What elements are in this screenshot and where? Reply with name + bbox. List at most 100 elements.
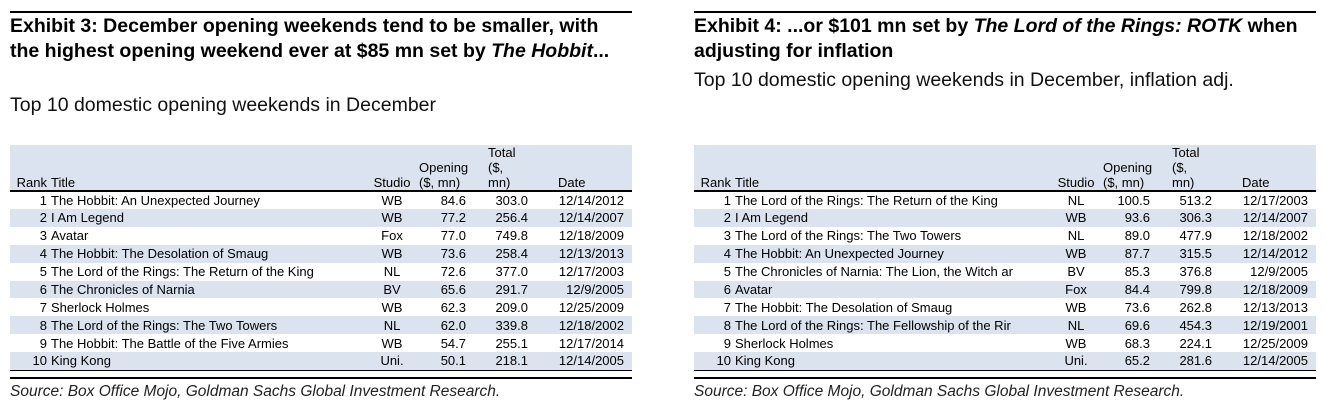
total-cell: 376.8 bbox=[1179, 264, 1212, 280]
rank-cell: 4 bbox=[694, 244, 734, 263]
total-cell: 255.1 bbox=[495, 335, 528, 351]
date-cell: 12/14/2005 bbox=[544, 352, 632, 371]
date-cell: 12/17/2014 bbox=[558, 335, 624, 351]
date-cell: 12/14/2005 bbox=[1228, 352, 1316, 371]
col-header-title: Title bbox=[50, 145, 368, 192]
opening-cell: 68.3 bbox=[1124, 335, 1150, 351]
top-rule bbox=[10, 11, 632, 13]
table-row: 9 Sherlock Holmes WB 68.3 224.1 12/25/2009 bbox=[694, 334, 1316, 352]
date-cell: 12/13/2013 bbox=[544, 244, 632, 263]
table-row: 7 Sherlock Holmes WB 62.3 209.0 12/25/2009 bbox=[10, 298, 632, 316]
title-cell: The Hobbit: The Desolation of Smaug bbox=[50, 244, 368, 263]
rank-cell: 9 bbox=[723, 335, 731, 351]
date-cell: 12/18/2009 bbox=[558, 228, 624, 244]
opening-cell: 77.0 bbox=[440, 228, 466, 244]
table-body: 1 The Lord of the Rings: The Return of th… bbox=[694, 191, 1316, 371]
header-row: Rank Title Studio Opening ($, mn) Total … bbox=[694, 145, 1316, 192]
table-row: 8 The Lord of the Rings: The Fellowship o… bbox=[694, 316, 1316, 335]
date-cell: 12/17/2003 bbox=[558, 264, 624, 280]
total-cell: 454.3 bbox=[1164, 316, 1228, 335]
studio-cell: Fox bbox=[381, 228, 403, 244]
table-body: 1 The Hobbit: An Unexpected Journey WB 84.6… bbox=[10, 191, 632, 371]
opening-cell: 77.2 bbox=[416, 209, 480, 227]
title-cell: Sherlock Holmes bbox=[735, 335, 834, 351]
table-row: 5 The Chronicles of Narnia: The Lion, the… bbox=[694, 263, 1316, 281]
data-table: Rank Title Studio Opening ($, mn) Total … bbox=[694, 145, 1316, 371]
studio-cell: WB bbox=[368, 209, 416, 227]
date-cell: 12/14/2012 bbox=[558, 193, 624, 208]
studio-cell: Fox bbox=[1052, 280, 1100, 299]
exhibit-subtitle: Top 10 domestic opening weekends in Dece… bbox=[10, 94, 437, 116]
table-row: 7 The Hobbit: The Desolation of Smaug WB 73… bbox=[694, 298, 1316, 316]
table-row: 6 The Chronicles of Narnia BV 65.6 291.7 12/9… bbox=[10, 280, 632, 299]
title-cell: The Lord of the Rings: The Return of the… bbox=[735, 193, 998, 208]
opening-cell: 54.7 bbox=[440, 335, 466, 351]
opening-cell: 87.7 bbox=[1100, 244, 1164, 263]
opening-cell: 62.0 bbox=[416, 316, 480, 335]
col-header-rank: Rank bbox=[694, 145, 734, 192]
title-cell: The Hobbit: An Unexpected Journey bbox=[734, 244, 1052, 263]
title-cell: The Hobbit: The Battle of the Five Armie… bbox=[51, 335, 289, 351]
opening-cell: 73.6 bbox=[1124, 299, 1150, 315]
table-row: 4 The Hobbit: An Unexpected Journey WB 87.7… bbox=[694, 244, 1316, 263]
date-cell: 12/14/2012 bbox=[1228, 244, 1316, 263]
table-row: 9 The Hobbit: The Battle of the Five Armi… bbox=[10, 334, 632, 352]
title-italic: The Hobbit bbox=[491, 40, 593, 62]
studio-cell: WB bbox=[368, 244, 416, 263]
total-cell: 477.9 bbox=[1179, 228, 1212, 244]
studio-cell: NL bbox=[1067, 193, 1085, 208]
title-cell: I Am Legend bbox=[734, 209, 1052, 227]
title-cell: I Am Legend bbox=[50, 209, 368, 227]
title-cell: King Kong bbox=[734, 352, 1052, 371]
top-rule bbox=[694, 11, 1316, 13]
title-part-1: Exhibit 3: December opening weekends ten… bbox=[10, 15, 599, 62]
opening-cell: 69.6 bbox=[1100, 316, 1164, 335]
rank-cell: 8 bbox=[10, 316, 50, 335]
studio-cell: WB bbox=[381, 335, 403, 351]
bottom-rule bbox=[10, 377, 632, 379]
title-cell: The Lord of the Rings: The Return of the… bbox=[51, 264, 314, 280]
total-cell: 306.3 bbox=[1164, 209, 1228, 227]
date-cell: 12/19/2001 bbox=[1228, 316, 1316, 335]
rank-cell: 5 bbox=[723, 264, 731, 280]
total-cell: 224.1 bbox=[1179, 335, 1212, 351]
rank-cell: 2 bbox=[694, 209, 734, 227]
date-cell: 12/13/2013 bbox=[1242, 299, 1308, 315]
opening-cell: 73.6 bbox=[416, 244, 480, 263]
title-cell: The Chronicles of Narnia: The Lion, the … bbox=[735, 264, 1013, 280]
opening-cell: 50.1 bbox=[416, 352, 480, 371]
title-cell: The Hobbit: An Unexpected Journey bbox=[51, 193, 260, 208]
studio-cell: WB bbox=[381, 299, 403, 315]
title-cell: The Lord of the Rings: The Two Towers bbox=[50, 316, 368, 335]
opening-cell: 84.4 bbox=[1100, 280, 1164, 299]
table-row: 6 Avatar Fox 84.4 799.8 12/18/2009 bbox=[694, 280, 1316, 299]
total-cell: 256.4 bbox=[480, 209, 544, 227]
source-note: Source: Box Office Mojo, Goldman Sachs G… bbox=[10, 383, 501, 400]
studio-cell: WB bbox=[1065, 335, 1087, 351]
col-header-title: Title bbox=[734, 145, 1052, 192]
rank-cell: 2 bbox=[10, 209, 50, 227]
total-cell: 209.0 bbox=[495, 299, 528, 315]
rank-cell: 10 bbox=[10, 352, 50, 371]
opening-cell: 72.6 bbox=[440, 264, 466, 280]
title-italic: The Lord of the Rings: ROTK bbox=[973, 15, 1243, 37]
col-header-date: Date bbox=[1228, 145, 1316, 192]
table-row: 10 King Kong Uni. 65.2 281.6 12/14/2005 bbox=[694, 352, 1316, 371]
rank-cell: 10 bbox=[694, 352, 734, 371]
opening-cell: 65.2 bbox=[1100, 352, 1164, 371]
opening-cell: 84.6 bbox=[440, 193, 466, 208]
title-cell: King Kong bbox=[50, 352, 368, 371]
total-cell: 315.5 bbox=[1164, 244, 1228, 263]
title-cell: Avatar bbox=[51, 228, 89, 244]
studio-cell: WB bbox=[1052, 244, 1100, 263]
table-row: 10 King Kong Uni. 50.1 218.1 12/14/2005 bbox=[10, 352, 632, 371]
title-part-2: ... bbox=[592, 40, 610, 62]
total-cell: 749.8 bbox=[495, 228, 528, 244]
table-row: 3 The Lord of the Rings: The Two Towers NL… bbox=[694, 227, 1316, 245]
date-cell: 12/17/2003 bbox=[1242, 193, 1308, 208]
total-cell: 377.0 bbox=[495, 264, 528, 280]
date-cell: 12/14/2007 bbox=[1228, 209, 1316, 227]
total-cell: 303.0 bbox=[495, 193, 528, 208]
rank-cell: 9 bbox=[39, 335, 47, 351]
col-header-date: Date bbox=[544, 145, 632, 192]
